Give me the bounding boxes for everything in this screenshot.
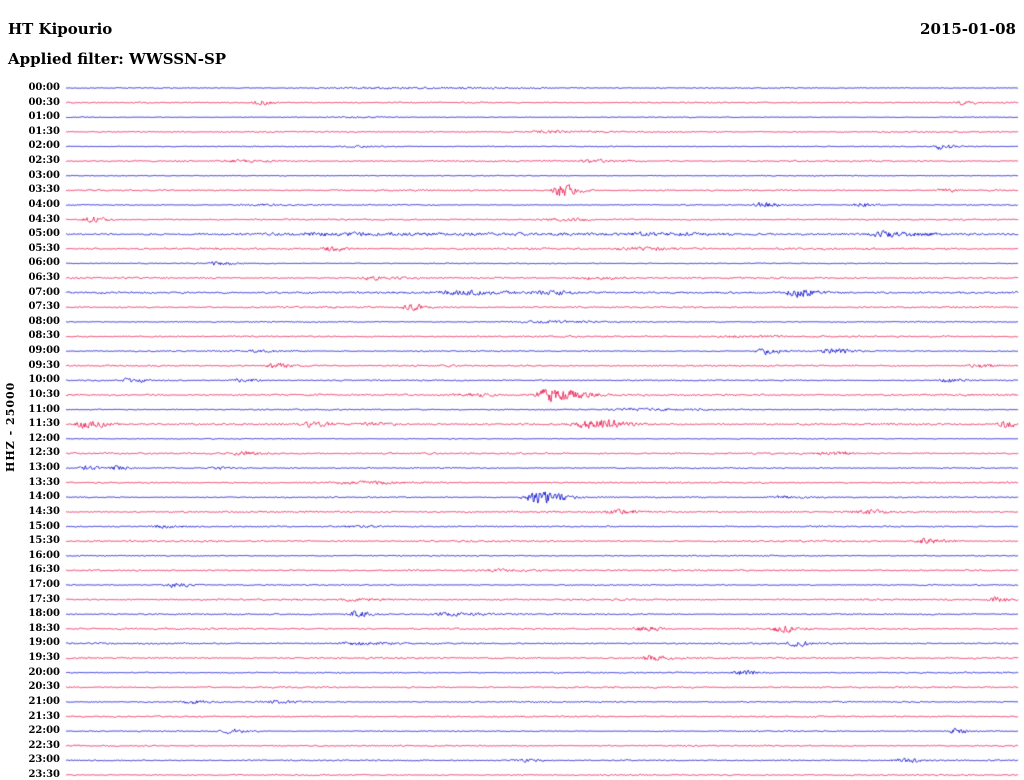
applied-filter-label: Applied filter: WWSSN-SP xyxy=(8,50,227,68)
time-label: 10:00 xyxy=(28,374,60,386)
time-label: 21:00 xyxy=(28,695,60,707)
time-label: 12:30 xyxy=(28,447,60,459)
time-label: 09:30 xyxy=(28,359,60,371)
time-label: 15:30 xyxy=(28,535,60,547)
time-label: 18:30 xyxy=(28,622,60,634)
time-labels-column: 00:00 00:30 01:00 01:30 02:00 02:30 03:00 03:30… xyxy=(0,0,62,780)
time-label: 07:30 xyxy=(28,301,60,313)
time-label: 20:30 xyxy=(28,681,60,693)
time-label: 16:00 xyxy=(28,549,60,561)
time-label: 03:00 xyxy=(28,169,60,181)
time-label: 05:00 xyxy=(28,228,60,240)
time-label: 21:30 xyxy=(28,710,60,722)
record-date: 2015-01-08 xyxy=(920,20,1016,38)
time-label: 13:00 xyxy=(28,462,60,474)
time-label: 19:30 xyxy=(28,652,60,664)
time-label: 17:30 xyxy=(28,593,60,605)
time-label: 04:00 xyxy=(28,198,60,210)
time-label: 11:00 xyxy=(28,403,60,415)
time-label: 08:00 xyxy=(28,315,60,327)
time-label: 02:30 xyxy=(28,155,60,167)
time-label: 02:00 xyxy=(28,140,60,152)
time-label: 16:30 xyxy=(28,564,60,576)
station-title: HT Kipourio xyxy=(8,20,113,38)
time-label: 07:00 xyxy=(28,286,60,298)
time-label: 00:00 xyxy=(28,82,60,93)
time-label: 14:00 xyxy=(28,491,60,503)
time-label: 04:30 xyxy=(28,213,60,225)
time-label: 09:00 xyxy=(28,345,60,357)
time-label: 06:30 xyxy=(28,272,60,284)
time-label: 10:30 xyxy=(28,388,60,400)
time-label: 11:30 xyxy=(28,418,60,430)
time-label: 14:30 xyxy=(28,505,60,517)
time-label: 22:00 xyxy=(28,725,60,737)
time-label: 00:30 xyxy=(28,96,60,108)
time-label: 03:30 xyxy=(28,184,60,196)
time-label: 05:30 xyxy=(28,242,60,254)
time-label: 23:30 xyxy=(28,769,60,780)
time-label: 01:00 xyxy=(28,111,60,123)
time-label: 18:00 xyxy=(28,608,60,620)
time-label: 12:00 xyxy=(28,432,60,444)
time-label: 15:00 xyxy=(28,520,60,532)
time-label: 20:00 xyxy=(28,666,60,678)
time-label: 19:00 xyxy=(28,637,60,649)
time-label: 06:00 xyxy=(28,257,60,269)
time-label: 01:30 xyxy=(28,125,60,137)
time-label: 17:00 xyxy=(28,578,60,590)
time-label: 23:00 xyxy=(28,754,60,766)
time-label: 22:30 xyxy=(28,739,60,751)
time-label: 08:30 xyxy=(28,330,60,342)
time-label: 13:30 xyxy=(28,476,60,488)
